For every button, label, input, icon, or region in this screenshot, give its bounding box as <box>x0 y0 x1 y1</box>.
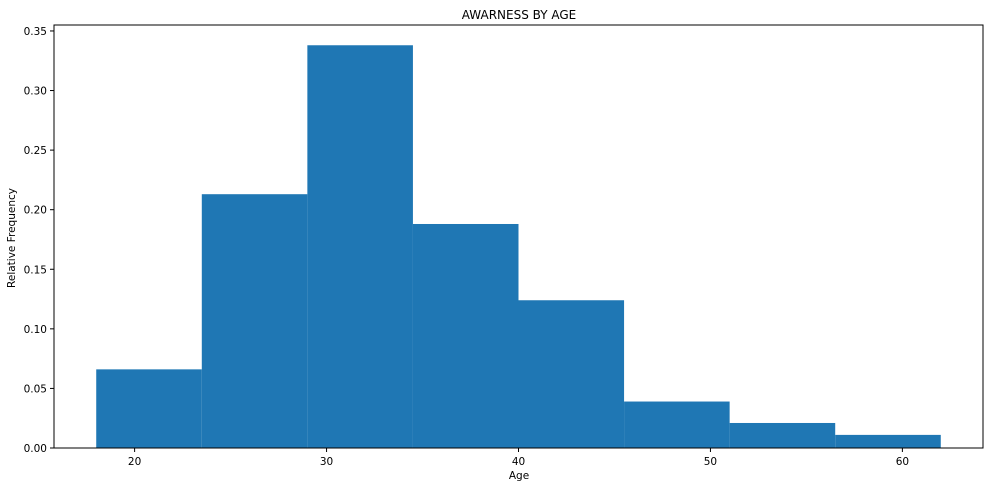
histogram-bar-6 <box>624 402 730 448</box>
x-tick-label: 40 <box>512 456 525 468</box>
x-tick-label: 30 <box>320 456 333 468</box>
y-tick-label: 0.00 <box>24 443 47 455</box>
y-tick-label: 0.10 <box>24 324 47 336</box>
y-tick-label: 0.20 <box>24 205 47 217</box>
y-axis-label: Relative Frequency <box>6 188 18 288</box>
histogram-bar-1 <box>96 369 202 448</box>
y-tick-label: 0.25 <box>24 145 47 157</box>
x-tick-label: 60 <box>896 456 909 468</box>
histogram-bar-7 <box>730 423 836 448</box>
y-tick-label: 0.15 <box>24 264 47 276</box>
histogram-bar-8 <box>835 435 941 448</box>
y-tick-label: 0.30 <box>24 86 47 98</box>
histogram-bar-5 <box>519 300 625 448</box>
histogram-bar-4 <box>413 224 519 448</box>
x-tick-label: 50 <box>704 456 717 468</box>
x-tick-label: 20 <box>128 456 141 468</box>
x-axis-label: Age <box>509 470 529 482</box>
y-tick-label: 0.05 <box>24 383 47 395</box>
chart-title: AWARNESS BY AGE <box>462 8 577 22</box>
histogram-bar-2 <box>202 194 308 448</box>
histogram-bar-3 <box>307 45 413 448</box>
y-tick-label: 0.35 <box>24 26 47 38</box>
